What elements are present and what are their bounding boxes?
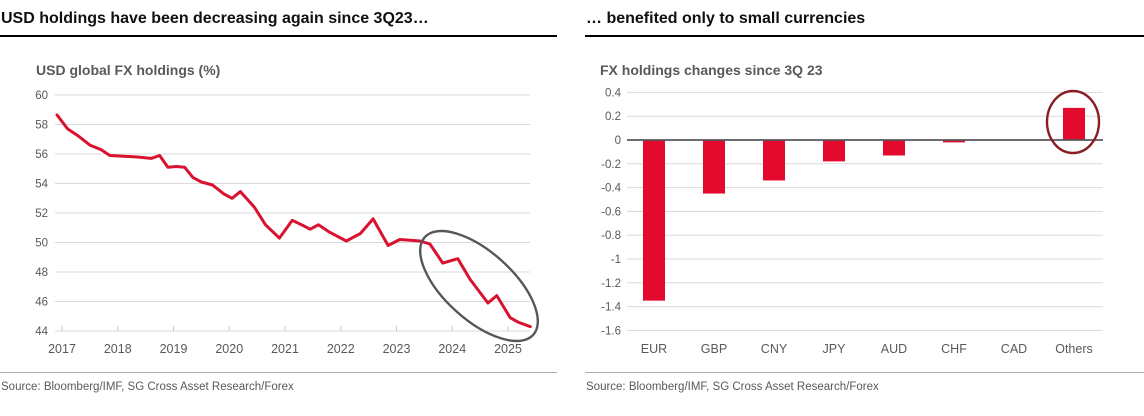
y-axis-label: 58 — [35, 120, 48, 132]
category-label-aud: AUD — [881, 342, 907, 356]
x-axis-label: 2024 — [438, 342, 466, 356]
right-panel-headline: … benefited only to small currencies — [585, 0, 1144, 37]
y-axis-label: -0.4 — [601, 183, 621, 195]
usd-holdings-line-series — [55, 113, 532, 329]
y-axis-label: -1 — [611, 254, 621, 266]
y-axis-label: -0.2 — [601, 159, 621, 171]
right-source-text: Source: Bloomberg/IMF, SG Cross Asset Re… — [586, 381, 879, 393]
y-axis-label: 0.4 — [605, 87, 622, 99]
y-axis-label: 0 — [615, 135, 621, 147]
x-axis-label: 2019 — [160, 342, 188, 356]
category-label-others: Others — [1055, 342, 1093, 356]
fx-holdings-change-bar-chart: 0.4 0.2 0 -0.2 -0.4 -0.6 -0.8 -1 -1.2 -1.4 -1.6 EUR… — [601, 87, 1103, 356]
category-label-chf: CHF — [941, 342, 967, 356]
y-axis-label: 54 — [35, 179, 48, 191]
right-chart-title: FX holdings changes since 3Q 23 — [600, 62, 823, 78]
left-panel: USD holdings have been decreasing again … — [0, 0, 557, 394]
y-axis-label: 60 — [35, 90, 48, 102]
x-axis-label: 2025 — [494, 342, 522, 356]
y-axis-label: 48 — [35, 267, 48, 279]
category-label-jpy: JPY — [823, 342, 847, 356]
bar-jpy — [823, 140, 845, 162]
y-axis-label: -1.2 — [601, 278, 621, 290]
bar-chf — [943, 140, 965, 143]
decline-highlight-ellipse — [418, 229, 540, 343]
y-axis-label: -0.6 — [601, 206, 621, 218]
y-axis-label: -1.4 — [601, 302, 621, 314]
left-chart-title: USD global FX holdings (%) — [36, 62, 221, 78]
left-panel-headline: USD holdings have been decreasing again … — [0, 0, 557, 37]
y-axis-label: 46 — [35, 297, 48, 309]
y-axis-label: -0.8 — [601, 230, 621, 242]
x-axis-label: 2017 — [48, 342, 76, 356]
right-source-note: Source: Bloomberg/IMF, SG Cross Asset Re… — [585, 372, 1144, 394]
y-axis-label: 56 — [35, 149, 48, 161]
bar-others — [1063, 107, 1085, 140]
x-axis-label: 2018 — [104, 342, 132, 356]
category-label-cny: CNY — [761, 342, 788, 356]
bar-gbp — [703, 140, 725, 194]
category-label-gbp: GBP — [701, 342, 727, 356]
y-axis-label: -1.6 — [601, 325, 621, 337]
left-source-text: Source: Bloomberg/IMF, SG Cross Asset Re… — [1, 381, 294, 393]
left-source-note: Source: Bloomberg/IMF, SG Cross Asset Re… — [0, 372, 557, 394]
y-axis-label: 44 — [35, 326, 48, 338]
y-axis-label: 0.2 — [605, 111, 621, 123]
x-axis-label: 2021 — [271, 342, 299, 356]
bar-eur — [643, 140, 665, 301]
category-label-eur: EUR — [641, 342, 667, 356]
bar-chart-grid: 0.4 0.2 0 -0.2 -0.4 -0.6 -0.8 -1 -1.2 -1.4 -1.6 — [601, 87, 1103, 337]
y-axis-label: 50 — [35, 238, 48, 250]
bar-series — [643, 107, 1085, 301]
bar-aud — [883, 140, 905, 156]
right-panel: … benefited only to small currencies FX … — [585, 0, 1144, 394]
bar-cny — [763, 140, 785, 181]
x-axis-label: 2022 — [327, 342, 355, 356]
others-highlight-ellipse — [1045, 89, 1101, 155]
category-label-cad: CAD — [1001, 342, 1027, 356]
x-axis-label: 2020 — [215, 342, 243, 356]
y-axis-label: 52 — [35, 208, 48, 220]
x-axis-label: 2023 — [383, 342, 411, 356]
